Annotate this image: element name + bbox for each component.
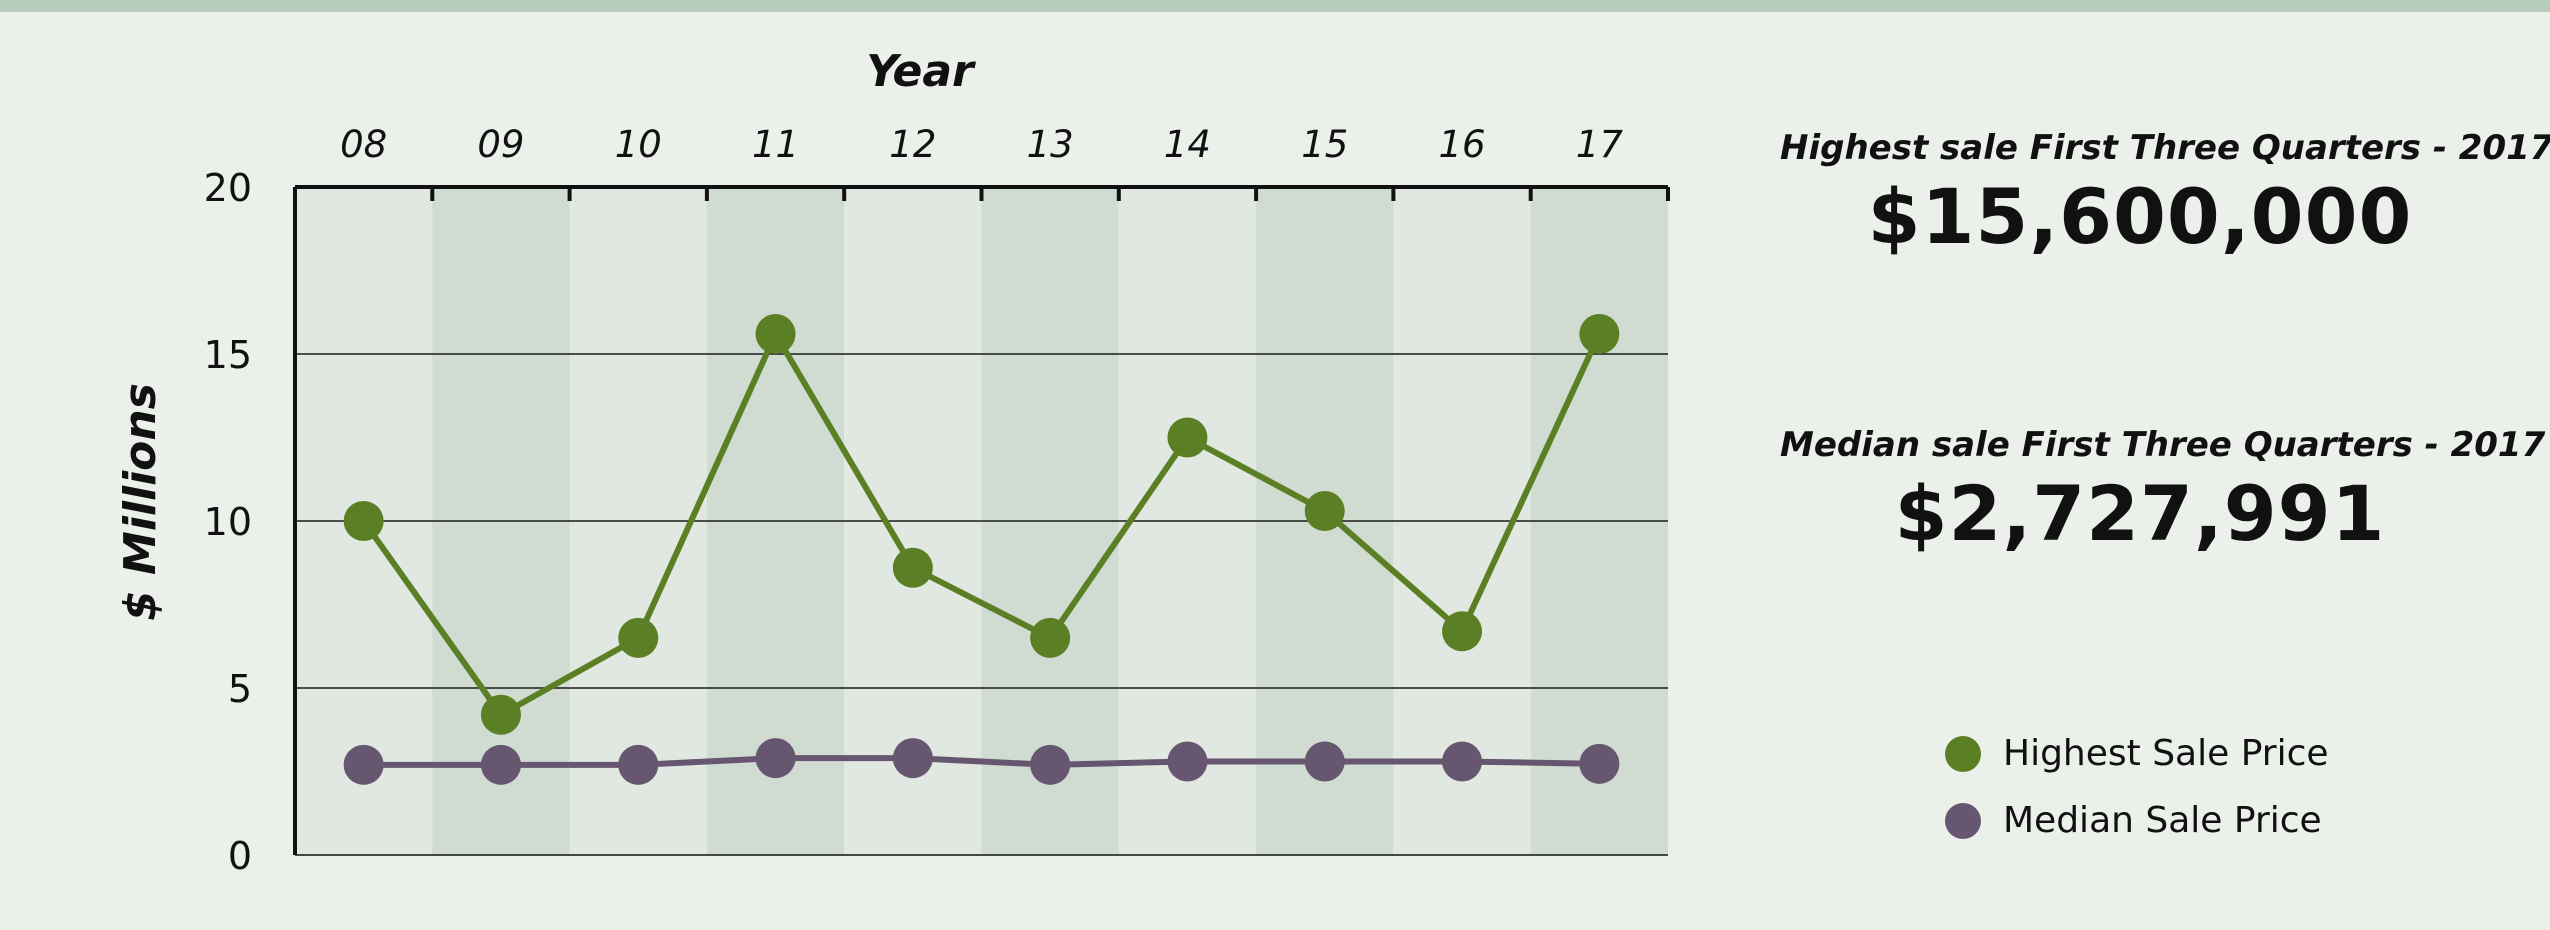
y-tick-label-15: 15 (204, 333, 252, 377)
data-point-median-09 (480, 744, 521, 785)
x-tick-labels: 08 09 10 11 12 13 14 15 16 17 (340, 123, 1623, 166)
data-point-highest-08 (343, 501, 384, 541)
x-tick-label-10: 10 (615, 123, 662, 166)
gridlines (295, 353, 1668, 689)
axes (293, 185, 1670, 856)
x-tick-label-12: 12 (889, 123, 936, 166)
highest-sale-value: $15,600,000 (1867, 172, 2413, 261)
data-point-highest-12 (892, 547, 933, 588)
legend-marker-highest (1945, 735, 1981, 772)
y-tick-label-10: 10 (204, 500, 252, 544)
series-line-highest (361, 330, 1603, 718)
data-point-median-08 (343, 744, 384, 785)
x-axis-title: Year (866, 46, 976, 97)
data-point-highest-13 (1030, 617, 1071, 658)
data-point-median-12 (892, 738, 933, 779)
x-tick-label-17: 17 (1576, 123, 1624, 166)
data-point-highest-09 (480, 694, 521, 735)
highest-sale-label: Highest sale First Three Quarters - 2017 (1780, 128, 2550, 168)
data-point-median-10 (618, 744, 659, 785)
median-sale-stat: Median sale First Three Quarters - 2017 … (1780, 425, 2546, 558)
median-sale-label: Median sale First Three Quarters - 2017 (1780, 425, 2546, 465)
chart-legend: Highest Sale Price Median Sale Price (1945, 720, 2329, 854)
y-tick-labels: 0 5 10 15 20 (204, 166, 252, 878)
legend-label-median: Median Sale Price (2003, 800, 2322, 841)
series-lines (343, 313, 1620, 785)
x-tick-label-09: 09 (477, 123, 524, 166)
data-point-highest-15 (1304, 490, 1345, 531)
legend-item-median[interactable]: Median Sale Price (1945, 787, 2329, 854)
legend-label-highest: Highest Sale Price (2003, 733, 2329, 774)
data-point-highest-17 (1579, 313, 1620, 354)
x-tick-label-13: 13 (1027, 123, 1074, 166)
x-tick-label-08: 08 (340, 123, 387, 166)
highest-sale-stat: Highest sale First Three Quarters - 2017… (1780, 128, 2550, 261)
data-point-median-11 (755, 738, 796, 779)
y-tick-label-0: 0 (228, 834, 252, 878)
series-line-median (363, 755, 1600, 768)
data-point-median-17 (1579, 743, 1620, 784)
legend-marker-median (1945, 802, 1981, 839)
data-point-median-13 (1030, 744, 1071, 785)
x-tick-label-15: 15 (1301, 123, 1348, 166)
legend-item-highest[interactable]: Highest Sale Price (1945, 720, 2329, 787)
x-tick-label-14: 14 (1164, 123, 1211, 166)
x-tick-label-16: 16 (1439, 123, 1486, 166)
data-point-median-15 (1304, 741, 1345, 782)
data-point-median-16 (1442, 741, 1483, 782)
data-point-highest-10 (618, 617, 659, 658)
x-tick-label-11: 11 (752, 123, 799, 166)
sale-price-line-chart: 08 09 10 11 12 13 14 15 16 17 0 5 10 15 20 Year $ Mil… (115, 46, 1670, 878)
data-point-highest-16 (1442, 611, 1483, 652)
y-axis-title: $ Millions (115, 383, 166, 621)
median-sale-value: $2,727,991 (1894, 469, 2386, 558)
top-accent-bar (0, 0, 2550, 12)
data-point-highest-11 (755, 313, 796, 354)
y-tick-label-20: 20 (204, 166, 252, 210)
y-tick-label-5: 5 (228, 667, 252, 711)
data-point-median-14 (1167, 741, 1208, 782)
data-point-highest-14 (1167, 417, 1208, 458)
